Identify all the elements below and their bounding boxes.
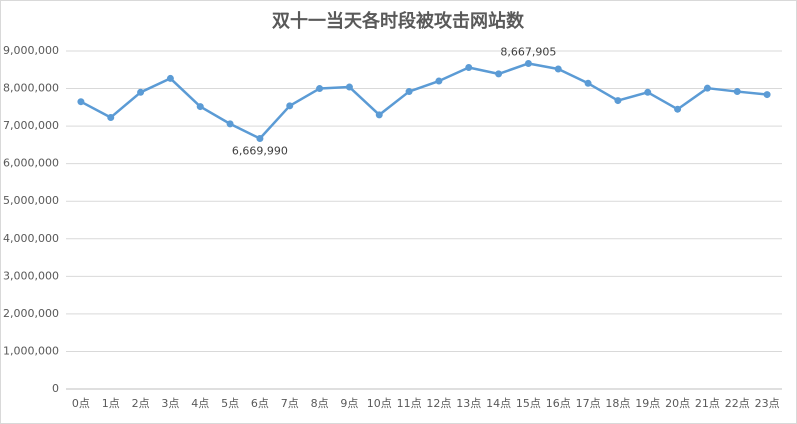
data-label: 8,667,905 bbox=[500, 45, 556, 58]
data-point bbox=[77, 98, 85, 106]
data-point bbox=[703, 84, 711, 92]
y-tick-label: 0 bbox=[52, 382, 59, 395]
data-point bbox=[286, 102, 294, 110]
x-tick-label: 21点 bbox=[695, 397, 720, 410]
y-tick-label: 8,000,000 bbox=[3, 82, 59, 95]
data-point bbox=[107, 113, 115, 121]
data-point bbox=[554, 65, 562, 73]
x-tick-label: 19点 bbox=[635, 397, 660, 410]
data-point bbox=[584, 79, 592, 87]
data-line bbox=[80, 62, 768, 140]
x-tick-label: 8点 bbox=[311, 397, 329, 410]
y-tick-label: 5,000,000 bbox=[3, 194, 59, 207]
y-tick-label: 7,000,000 bbox=[3, 119, 59, 132]
x-tick-label: 22点 bbox=[725, 397, 750, 410]
x-tick-label: 3点 bbox=[161, 397, 179, 410]
chart-title: 双十一当天各时段被攻击网站数 bbox=[272, 10, 525, 32]
x-tick-label: 14点 bbox=[486, 397, 511, 410]
data-point bbox=[345, 83, 353, 91]
data-point bbox=[674, 105, 682, 113]
x-tick-label: 1点 bbox=[102, 397, 120, 410]
data-point bbox=[495, 70, 503, 78]
data-point bbox=[166, 74, 174, 82]
x-tick-label: 23点 bbox=[755, 397, 780, 410]
y-tick-label: 2,000,000 bbox=[3, 307, 59, 320]
data-point bbox=[256, 135, 264, 143]
x-tick-label: 13点 bbox=[456, 397, 481, 410]
x-tick-label: 6点 bbox=[251, 397, 269, 410]
y-tick-label: 4,000,000 bbox=[3, 232, 59, 245]
data-point bbox=[196, 103, 204, 111]
data-point bbox=[375, 111, 383, 119]
data-point bbox=[405, 88, 413, 96]
data-point bbox=[316, 85, 324, 93]
data-point bbox=[733, 88, 741, 96]
data-point bbox=[465, 64, 473, 72]
data-label: 6,669,990 bbox=[232, 145, 288, 158]
x-tick-label: 18点 bbox=[605, 397, 630, 410]
x-tick-label: 15点 bbox=[516, 397, 541, 410]
x-tick-label: 0点 bbox=[72, 397, 90, 410]
x-tick-label: 2点 bbox=[132, 397, 150, 410]
x-tick-label: 5点 bbox=[221, 397, 239, 410]
y-tick-label: 6,000,000 bbox=[3, 157, 59, 170]
x-tick-label: 9点 bbox=[340, 397, 358, 410]
x-tick-label: 20点 bbox=[665, 397, 690, 410]
data-point bbox=[524, 59, 532, 67]
data-point bbox=[763, 91, 771, 99]
data-point bbox=[644, 88, 652, 96]
y-tick-label: 3,000,000 bbox=[3, 269, 59, 282]
data-point bbox=[226, 120, 234, 128]
x-tick-label: 11点 bbox=[397, 397, 422, 410]
data-point bbox=[137, 88, 145, 96]
y-tick-label: 1,000,000 bbox=[3, 344, 59, 357]
data-point bbox=[435, 77, 443, 85]
x-tick-label: 16点 bbox=[546, 397, 571, 410]
x-tick-label: 4点 bbox=[191, 397, 209, 410]
x-tick-label: 7点 bbox=[281, 397, 299, 410]
x-tick-label: 12点 bbox=[426, 397, 451, 410]
y-tick-label: 9,000,000 bbox=[3, 44, 59, 57]
x-tick-label: 10点 bbox=[367, 397, 392, 410]
x-tick-label: 17点 bbox=[576, 397, 601, 410]
data-point bbox=[614, 97, 622, 105]
